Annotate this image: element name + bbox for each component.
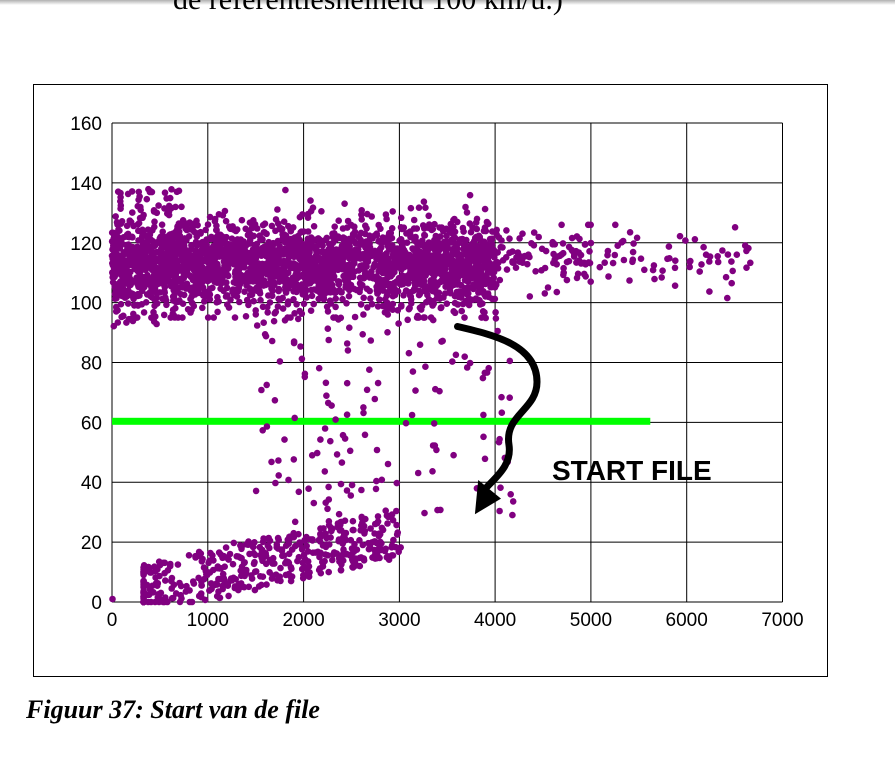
svg-text:0: 0 [107, 610, 118, 631]
svg-text:5000: 5000 [570, 610, 612, 631]
svg-text:100: 100 [70, 294, 102, 315]
svg-text:120: 120 [70, 234, 102, 255]
svg-text:160: 160 [70, 114, 102, 135]
svg-text:60: 60 [81, 413, 102, 434]
svg-text:START FILE: START FILE [552, 455, 712, 486]
svg-text:4000: 4000 [474, 610, 516, 631]
svg-text:6000: 6000 [666, 610, 708, 631]
svg-text:80: 80 [81, 354, 102, 375]
svg-text:0: 0 [91, 593, 102, 614]
svg-text:20: 20 [81, 533, 102, 554]
svg-text:40: 40 [81, 473, 102, 494]
svg-text:3000: 3000 [378, 610, 420, 631]
svg-text:140: 140 [70, 174, 102, 195]
svg-text:7000: 7000 [761, 610, 803, 631]
svg-text:1000: 1000 [187, 610, 229, 631]
svg-text:2000: 2000 [282, 610, 324, 631]
